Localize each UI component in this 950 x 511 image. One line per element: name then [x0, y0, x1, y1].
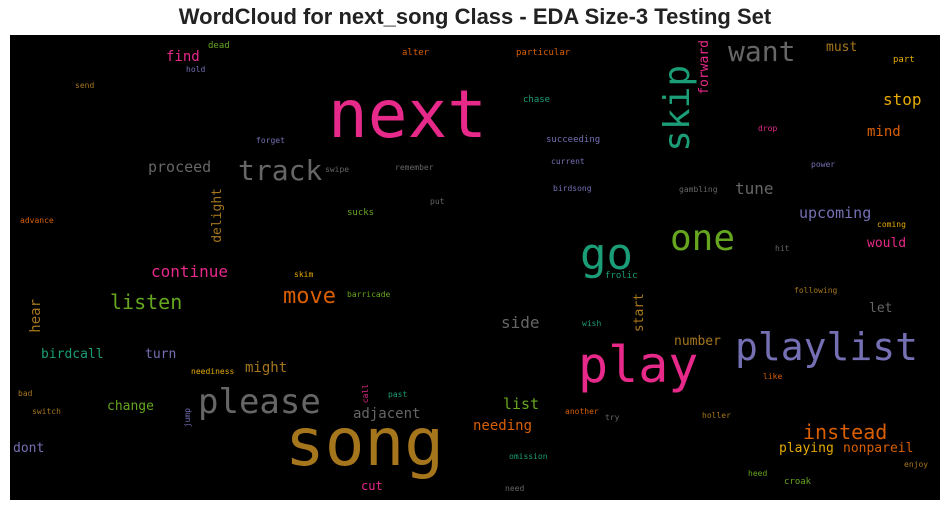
- cloud-word-forward: forward: [697, 40, 712, 95]
- cloud-word-succeeding: succeeding: [546, 135, 601, 145]
- cloud-word-enjoy: enjoy: [904, 460, 929, 469]
- cloud-word-neediness: neediness: [191, 367, 235, 376]
- cloud-word-skip: skip: [657, 65, 698, 152]
- cloud-word-track: track: [238, 154, 323, 187]
- cloud-word-upcoming: upcoming: [799, 204, 872, 222]
- cloud-word-tune: tune: [735, 179, 774, 198]
- cloud-word-play: play: [578, 336, 699, 394]
- cloud-word-croak: croak: [784, 477, 812, 487]
- cloud-word-sucks: sucks: [347, 208, 375, 218]
- cloud-word-part: part: [893, 55, 915, 65]
- cloud-word-change: change: [107, 399, 154, 414]
- cloud-word-proceed: proceed: [148, 158, 212, 176]
- cloud-word-following: following: [794, 286, 838, 295]
- cloud-word-one: one: [670, 218, 736, 259]
- cloud-word-need: need: [505, 484, 525, 493]
- cloud-word-please: please: [198, 382, 321, 422]
- cloud-word-coming: coming: [877, 220, 906, 229]
- cloud-word-hear: hear: [28, 299, 44, 333]
- cloud-word-send: send: [75, 81, 95, 90]
- cloud-word-find: find: [166, 49, 200, 65]
- cloud-word-remember: remember: [395, 163, 434, 172]
- cloud-word-would: would: [867, 236, 907, 251]
- cloud-word-frolic: frolic: [605, 271, 638, 281]
- cloud-word-delight: delight: [210, 188, 225, 243]
- cloud-word-jump: jump: [183, 408, 192, 428]
- cloud-word-birdsong: birdsong: [553, 184, 592, 193]
- cloud-word-switch: switch: [32, 407, 61, 416]
- cloud-word-move: move: [283, 284, 336, 309]
- cloud-word-wish: wish: [582, 319, 602, 328]
- cloud-word-hold: hold: [186, 65, 206, 74]
- cloud-word-playlist: playlist: [735, 325, 919, 369]
- word-cloud-canvas: next song play playlist skip go one please track…: [10, 35, 940, 500]
- cloud-word-start: start: [632, 293, 647, 333]
- cloud-word-want: want: [728, 35, 796, 68]
- cloud-word-let: let: [869, 301, 893, 316]
- cloud-word-listen: listen: [110, 290, 183, 314]
- cloud-word-cut: cut: [361, 479, 383, 493]
- cloud-word-try: try: [605, 413, 620, 422]
- cloud-word-past: past: [388, 390, 408, 399]
- cloud-word-gambling: gambling: [679, 185, 718, 194]
- cloud-word-hit: hit: [775, 244, 790, 253]
- cloud-word-go: go: [580, 229, 633, 280]
- cloud-word-forget: forget: [256, 136, 285, 145]
- cloud-word-another: another: [565, 407, 599, 416]
- cloud-word-skim: skim: [294, 270, 314, 279]
- chart-title: WordCloud for next_song Class - EDA Size…: [178, 4, 772, 29]
- cloud-word-needing: needing: [473, 418, 533, 434]
- cloud-word-like: like: [763, 372, 783, 381]
- cloud-word-nonpareil: nonpareil: [843, 441, 914, 456]
- cloud-word-bad: bad: [18, 389, 33, 398]
- cloud-word-current: current: [551, 157, 585, 166]
- cloud-word-dead: dead: [208, 41, 230, 51]
- cloud-word-swipe: swipe: [325, 165, 350, 174]
- cloud-word-side: side: [501, 313, 540, 332]
- cloud-word-turn: turn: [145, 347, 177, 362]
- cloud-word-power: power: [811, 160, 836, 169]
- cloud-word-next: next: [328, 76, 487, 153]
- cloud-word-call: call: [361, 384, 370, 404]
- cloud-word-number: number: [674, 334, 721, 349]
- cloud-word-particular: particular: [516, 48, 571, 58]
- cloud-word-drop: drop: [758, 124, 778, 133]
- cloud-word-barricade: barricade: [347, 290, 391, 299]
- cloud-word-dont: dont: [13, 441, 45, 456]
- cloud-word-stop: stop: [883, 90, 922, 109]
- cloud-word-song: song: [285, 404, 444, 481]
- cloud-word-omission: omission: [509, 452, 548, 461]
- cloud-word-alter: alter: [402, 48, 430, 58]
- cloud-word-holler: holler: [702, 411, 731, 420]
- cloud-word-playing: playing: [779, 441, 834, 456]
- cloud-word-might: might: [245, 360, 288, 376]
- cloud-word-mind: mind: [867, 124, 901, 140]
- cloud-word-adjacent: adjacent: [353, 406, 421, 422]
- cloud-word-must: must: [826, 40, 858, 55]
- cloud-word-put: put: [430, 197, 445, 206]
- cloud-word-instead: instead: [803, 420, 888, 444]
- cloud-word-advance: advance: [20, 216, 54, 225]
- cloud-word-birdcall: birdcall: [41, 347, 104, 362]
- cloud-word-chase: chase: [523, 95, 551, 105]
- cloud-word-continue: continue: [151, 262, 229, 281]
- cloud-word-heed: heed: [748, 469, 768, 478]
- cloud-word-list: list: [503, 395, 540, 413]
